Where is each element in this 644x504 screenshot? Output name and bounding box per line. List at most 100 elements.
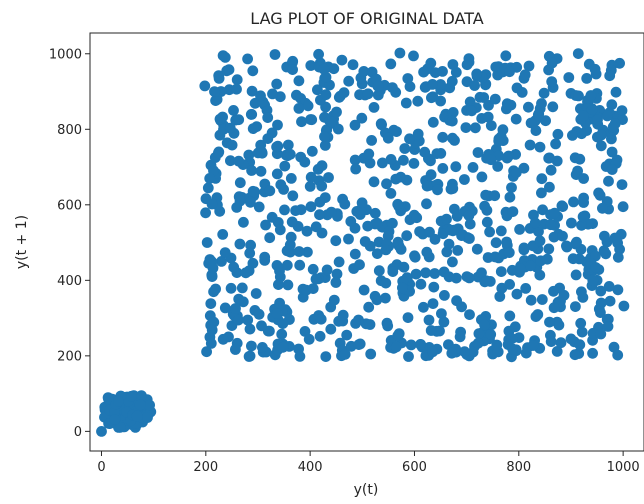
scatter-point — [125, 390, 137, 402]
scatter-point — [326, 206, 337, 218]
scatter-point — [410, 268, 422, 280]
scatter-point — [356, 112, 368, 124]
scatter-point — [420, 267, 431, 279]
scatter-point — [427, 346, 439, 358]
scatter-point — [612, 349, 624, 361]
scatter-point — [330, 277, 342, 288]
scatter-point — [595, 297, 607, 309]
x-tick-label: 600 — [402, 460, 427, 475]
x-tick-label: 800 — [506, 460, 531, 475]
scatter-point — [567, 253, 579, 265]
scatter-point — [459, 346, 470, 358]
scatter-point — [380, 244, 392, 256]
scatter-point — [354, 259, 365, 271]
scatter-point — [563, 72, 575, 83]
scatter-point — [207, 262, 219, 274]
scatter-point — [576, 326, 588, 338]
scatter-point — [538, 87, 550, 99]
scatter-point — [331, 268, 343, 280]
scatter-point — [511, 288, 523, 300]
scatter-point — [255, 90, 266, 102]
scatter-point — [321, 264, 333, 276]
scatter-point — [581, 73, 593, 84]
scatter-point — [293, 103, 305, 114]
scatter-point — [593, 187, 604, 199]
scatter-point — [262, 133, 274, 145]
scatter-point — [372, 80, 384, 92]
scatter-point — [577, 211, 589, 223]
scatter-point — [495, 266, 507, 277]
scatter-point — [228, 261, 240, 273]
scatter-point — [349, 154, 361, 166]
scatter-point — [339, 348, 351, 360]
scatter-point — [547, 101, 559, 113]
scatter-point — [432, 184, 443, 196]
scatter-point — [603, 281, 615, 292]
scatter-point — [320, 89, 332, 101]
scatter-point — [302, 246, 313, 258]
scatter-point — [256, 147, 268, 159]
scatter-point — [226, 139, 238, 151]
scatter-point — [578, 110, 589, 122]
scatter-point — [485, 120, 497, 131]
scatter-point — [225, 155, 236, 167]
scatter-point — [464, 309, 475, 320]
scatter-point — [377, 157, 388, 169]
scatter-point — [459, 174, 470, 185]
scatter-point — [242, 53, 254, 65]
scatter-point — [96, 426, 107, 437]
scatter-point — [532, 109, 544, 121]
scatter-point — [387, 217, 398, 229]
scatter-point — [599, 230, 610, 242]
scatter-point — [350, 163, 362, 175]
scatter-point — [114, 421, 126, 433]
scatter-point — [436, 308, 447, 319]
scatter-point — [314, 196, 326, 208]
scatter-point — [545, 219, 557, 231]
scatter-point — [511, 82, 523, 94]
scatter-point — [423, 153, 434, 165]
scatter-point — [318, 63, 330, 75]
scatter-point — [602, 321, 614, 332]
scatter-point — [202, 182, 214, 194]
scatter-point — [409, 251, 421, 263]
scatter-point — [314, 330, 326, 342]
scatter-point — [429, 233, 441, 245]
scatter-point — [443, 271, 455, 283]
scatter-point — [601, 110, 613, 122]
scatter-point — [307, 283, 319, 294]
scatter-point — [587, 347, 598, 359]
scatter-point — [337, 309, 349, 321]
scatter-point — [574, 339, 586, 351]
scatter-point — [358, 66, 370, 77]
scatter-point — [266, 211, 278, 223]
scatter-point — [247, 123, 259, 134]
scatter-point — [446, 75, 458, 87]
scatter-point — [595, 328, 607, 340]
scatter-point — [281, 259, 293, 271]
scatter-point — [447, 132, 458, 144]
scatter-point — [421, 180, 433, 192]
scatter-point — [144, 399, 156, 411]
scatter-point — [278, 184, 289, 195]
chart-title: LAG PLOT OF ORIGINAL DATA — [250, 9, 483, 28]
scatter-point — [523, 101, 534, 113]
scatter-point — [234, 238, 246, 250]
scatter-point — [492, 161, 504, 172]
scatter-point — [473, 328, 485, 339]
scatter-point — [544, 181, 555, 193]
scatter-point — [447, 183, 459, 194]
scatter-point — [206, 198, 218, 210]
scatter-point — [330, 235, 342, 247]
scatter-point — [404, 133, 415, 145]
scatter-point — [446, 347, 458, 359]
scatter-point — [356, 197, 368, 209]
plot-frame — [89, 32, 644, 452]
scatter-point — [437, 66, 448, 77]
scatter-point — [555, 337, 567, 349]
scatter-point — [201, 346, 213, 358]
scatter-point — [481, 204, 493, 216]
scatter-point — [286, 216, 298, 228]
scatter-point — [390, 341, 402, 353]
